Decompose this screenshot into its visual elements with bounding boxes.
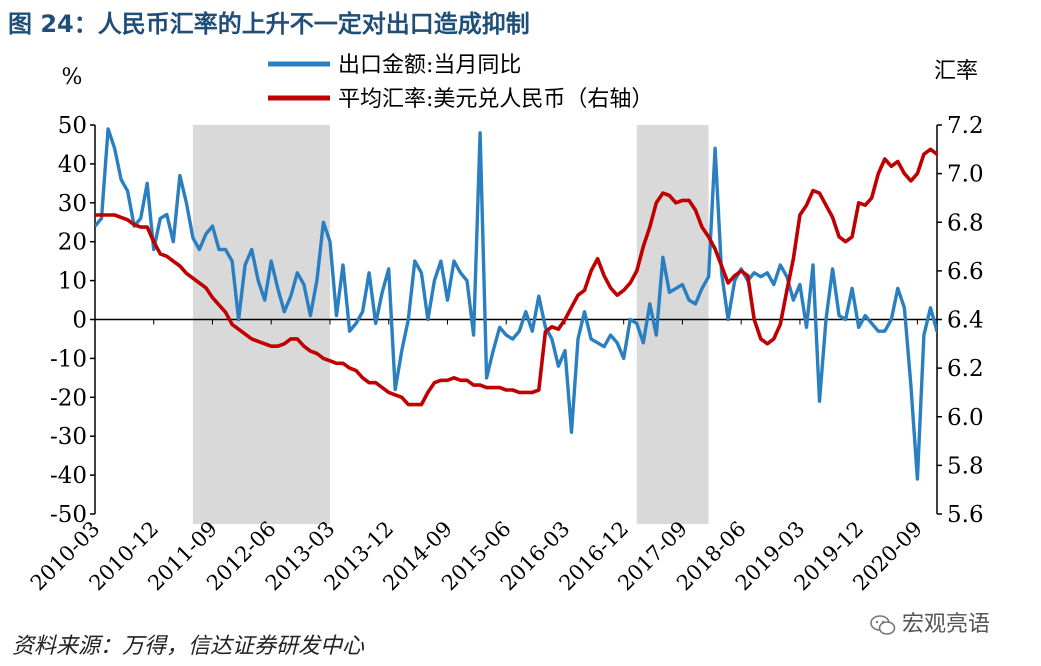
left-tick-label: 0 [72,308,87,334]
left-tick-label: -10 [50,346,87,372]
left-tick-label: 30 [58,191,87,217]
right-tick-label: 5.8 [947,453,984,479]
left-axis-unit: % [62,65,83,90]
left-tick-label: -40 [50,463,87,489]
left-tick-label: 10 [58,269,87,295]
right-axis-unit: 汇率 [934,59,978,84]
x-axis-ticks: 2010-032010-122011-092012-062013-032013-… [26,319,927,595]
source-note: 资料来源：万得，信达证券研发中心 [12,634,365,659]
left-tick-label: -30 [50,424,87,450]
left-tick-label: 50 [58,113,87,139]
right-tick-label: 6.6 [947,259,984,285]
series-layer [95,127,937,481]
right-tick-label: 7.2 [947,113,984,139]
legend-label: 出口金额:当月同比 [338,53,521,78]
shaded-period [192,125,330,524]
export-growth-line [95,127,937,481]
right-tick-label: 6.2 [947,356,984,382]
right-tick-label: 5.6 [947,502,984,528]
wechat-icon [870,615,896,635]
figure-title: 图 24：人民币汇率的上升不一定对出口造成抑制 [8,10,530,38]
left-tick-label: 20 [58,230,87,256]
exchange-rate-line [95,147,937,407]
left-axis-ticks: 50 40 30 20 10 0 -10 -20 -30 -40 -50 [50,113,95,528]
right-tick-label: 6.0 [947,405,984,431]
left-tick-label: 40 [58,152,87,178]
right-axis-ticks: 7.2 7.0 6.8 6.6 6.4 6.2 6.0 5.8 5.6 [937,113,984,528]
right-tick-label: 7.0 [947,162,984,188]
shaded-periods [192,125,709,524]
watermark-text: 宏观亮语 [902,612,991,637]
watermark: 宏观亮语 [870,606,990,638]
legend-label: 平均汇率:美元兑人民币（右轴） [338,87,653,112]
shaded-period [636,125,709,524]
right-tick-label: 6.8 [947,210,984,236]
left-tick-label: -20 [50,385,87,411]
dual-axis-line-chart: 50 40 30 20 10 0 -10 -20 -30 -40 -50 7.2 7.0 6.8 6.6 6… [26,53,984,595]
right-tick-label: 6.4 [947,308,984,334]
left-tick-label: -50 [50,502,87,528]
